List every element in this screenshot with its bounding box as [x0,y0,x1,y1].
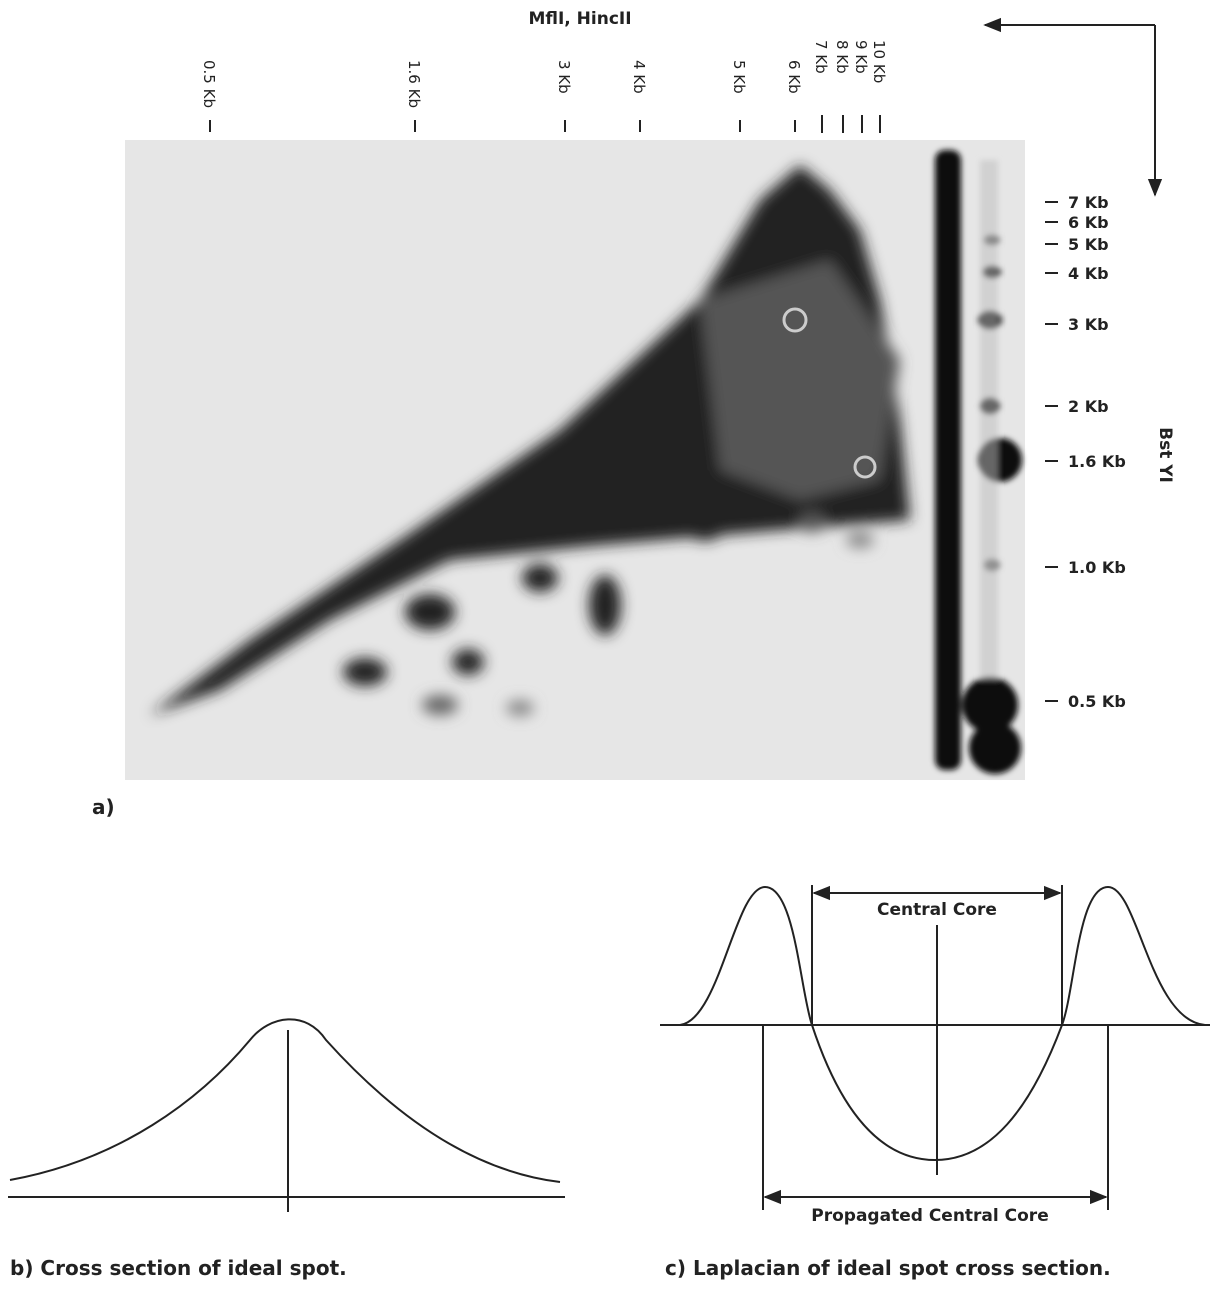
side-label: Bst YI [1155,427,1175,483]
right-marker: 6 Kb [1068,213,1109,232]
spot-curve [10,1019,560,1182]
top-marker: 0.5 Kb [200,60,218,108]
top-marker: 6 Kb [785,60,803,94]
right-marker: 7 Kb [1068,193,1109,212]
caption: a) [92,795,115,819]
right-marker: 4 Kb [1068,264,1109,283]
propagated-label: Propagated Central Core [811,1206,1048,1226]
figure: MflI, HincII Bst YI a) b) Cross section … [0,0,1213,1291]
right-marker: 1.0 Kb [1068,558,1126,577]
caption: c) Laplacian of ideal spot cross section… [665,1256,1111,1280]
top-label: MflI, HincII [528,9,631,29]
gel-image [125,140,1025,780]
top-marker: 9 Kb [852,40,870,74]
top-marker: 7 Kb [812,40,830,74]
right-marker: 2 Kb [1068,397,1109,416]
right-marker: 0.5 Kb [1068,692,1126,711]
caption: b) Cross section of ideal spot. [10,1256,347,1280]
top-marker: 10 Kb [870,40,888,83]
top-marker: 3 Kb [555,60,573,94]
top-marker: 1.6 Kb [405,60,423,108]
right-marker: 5 Kb [1068,235,1109,254]
laplacian-curve [680,887,1205,1160]
top-marker: 8 Kb [833,40,851,74]
right-marker: 1.6 Kb [1068,452,1126,471]
central-core-label: Central Core [877,900,997,920]
top-marker: 4 Kb [630,60,648,94]
right-marker: 3 Kb [1068,315,1109,334]
top-marker: 5 Kb [730,60,748,94]
